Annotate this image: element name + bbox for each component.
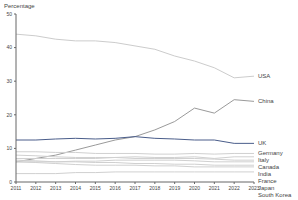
svg-text:2017: 2017 [129,185,140,191]
svg-text:2012: 2012 [30,185,41,191]
svg-text:2018: 2018 [149,185,160,191]
svg-text:Canada: Canada [258,164,280,170]
svg-text:2014: 2014 [70,185,81,191]
svg-text:India: India [258,171,272,177]
svg-text:2013: 2013 [50,185,61,191]
svg-text:South Korea: South Korea [258,192,290,198]
svg-text:Percentage: Percentage [8,3,35,9]
svg-text:France: France [258,178,277,184]
svg-text:Japan: Japan [258,185,274,191]
svg-text:2020: 2020 [189,185,200,191]
svg-text:2015: 2015 [90,185,101,191]
svg-text:Germany: Germany [258,150,283,156]
svg-text:USA: USA [258,73,270,79]
svg-text:0: 0 [9,179,12,185]
svg-text:40: 40 [8,44,12,50]
svg-text:China: China [258,98,274,104]
svg-text:2021: 2021 [209,185,220,191]
svg-text:2023: 2023 [248,184,260,191]
svg-text:2019: 2019 [169,185,180,191]
svg-text:30: 30 [8,78,12,84]
svg-text:20: 20 [8,112,12,118]
svg-text:2011: 2011 [11,185,22,191]
svg-text:10: 10 [8,145,12,151]
svg-text:Italy: Italy [258,157,269,163]
svg-text:50: 50 [8,11,12,17]
svg-text:2022: 2022 [229,185,240,191]
svg-text:2016: 2016 [110,185,121,191]
svg-text:UK: UK [258,140,266,146]
